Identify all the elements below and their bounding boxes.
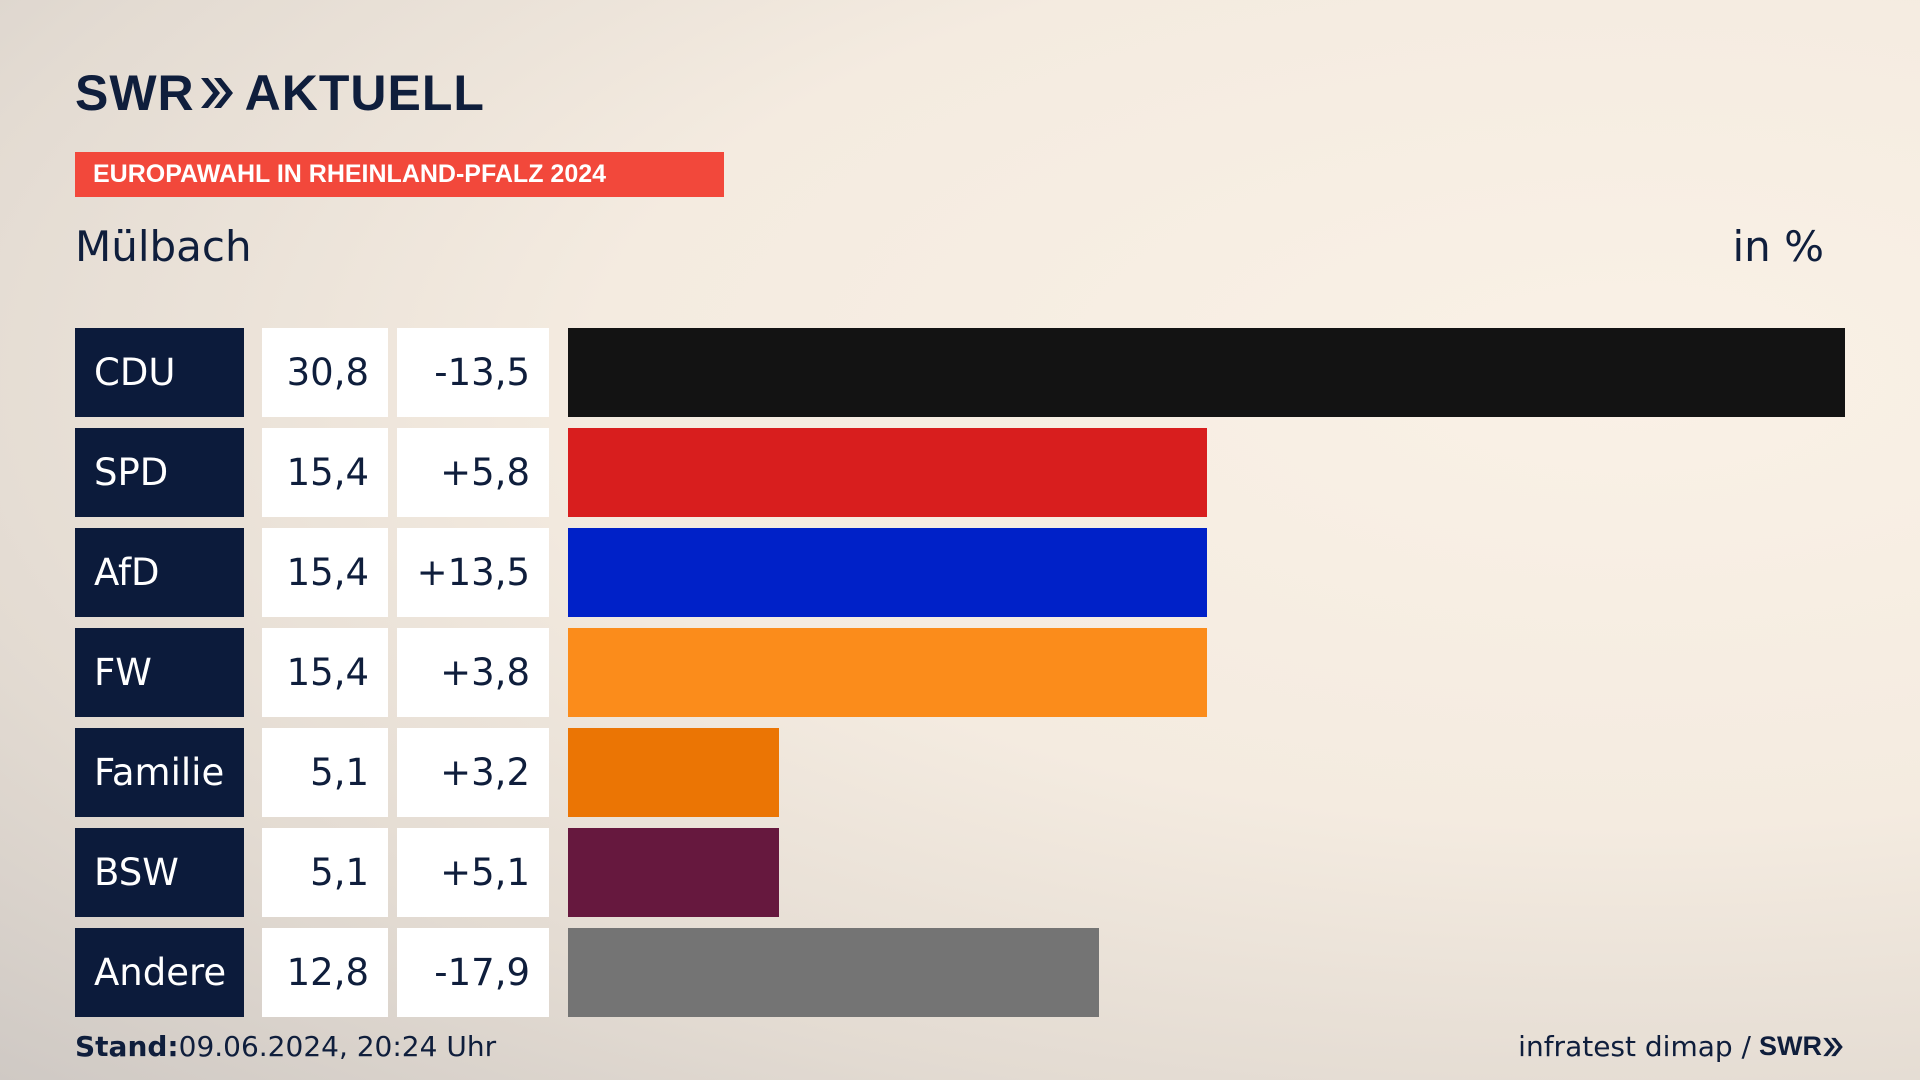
change-value: +3,8 (397, 628, 549, 717)
source-credit: infratest dimap / SWR (1518, 1030, 1844, 1063)
change-value: -17,9 (397, 928, 549, 1017)
election-banner: EUROPAWAHL IN RHEINLAND-PFALZ 2024 (75, 152, 724, 197)
region-title: Mülbach (75, 222, 252, 271)
double-chevron-icon (199, 68, 235, 118)
vote-share-value: 5,1 (262, 728, 388, 817)
result-row-bsw: BSW 5,1 +5,1 (75, 828, 1845, 917)
timestamp: Stand:09.06.2024, 20:24 Uhr (75, 1030, 496, 1063)
result-bar (568, 928, 1099, 1017)
vote-share-value: 30,8 (262, 328, 388, 417)
change-value: +3,2 (397, 728, 549, 817)
change-value: -13,5 (397, 328, 549, 417)
logo-text: SWR (75, 65, 195, 121)
result-row-spd: SPD 15,4 +5,8 (75, 428, 1845, 517)
source-logo-text: SWR (1759, 1031, 1822, 1061)
result-bar (568, 328, 1845, 417)
party-label: BSW (75, 828, 244, 917)
party-label: AfD (75, 528, 244, 617)
result-row-fw: FW 15,4 +3,8 (75, 628, 1845, 717)
result-row-afd: AfD 15,4 +13,5 (75, 528, 1845, 617)
result-bar (568, 528, 1207, 617)
party-label: SPD (75, 428, 244, 517)
vote-share-value: 5,1 (262, 828, 388, 917)
result-row-andere: Andere 12,8 -17,9 (75, 928, 1845, 1017)
result-row-cdu: CDU 30,8 -13,5 (75, 328, 1845, 417)
small-chevron-icon (1823, 1037, 1843, 1056)
result-bar (568, 628, 1207, 717)
result-bar (568, 428, 1207, 517)
source-text: infratest dimap / (1518, 1030, 1751, 1063)
stand-label: Stand: (75, 1030, 179, 1063)
vote-share-value: 15,4 (262, 528, 388, 617)
party-label: Andere (75, 928, 244, 1017)
change-value: +5,1 (397, 828, 549, 917)
vote-share-value: 15,4 (262, 428, 388, 517)
logo-suffix: AKTUELL (244, 65, 485, 121)
change-value: +5,8 (397, 428, 549, 517)
vote-share-value: 12,8 (262, 928, 388, 1017)
result-bar (568, 728, 779, 817)
unit-label: in % (1732, 222, 1824, 271)
party-label: CDU (75, 328, 244, 417)
swr-aktuell-logo: SWR AKTUELL (75, 68, 485, 118)
vote-share-value: 15,4 (262, 628, 388, 717)
swr-small-logo: SWR (1759, 1031, 1844, 1062)
party-label: FW (75, 628, 244, 717)
result-row-familie: Familie 5,1 +3,2 (75, 728, 1845, 817)
change-value: +13,5 (397, 528, 549, 617)
stand-value: 09.06.2024, 20:24 Uhr (178, 1030, 497, 1063)
party-label: Familie (75, 728, 244, 817)
result-bar (568, 828, 779, 917)
